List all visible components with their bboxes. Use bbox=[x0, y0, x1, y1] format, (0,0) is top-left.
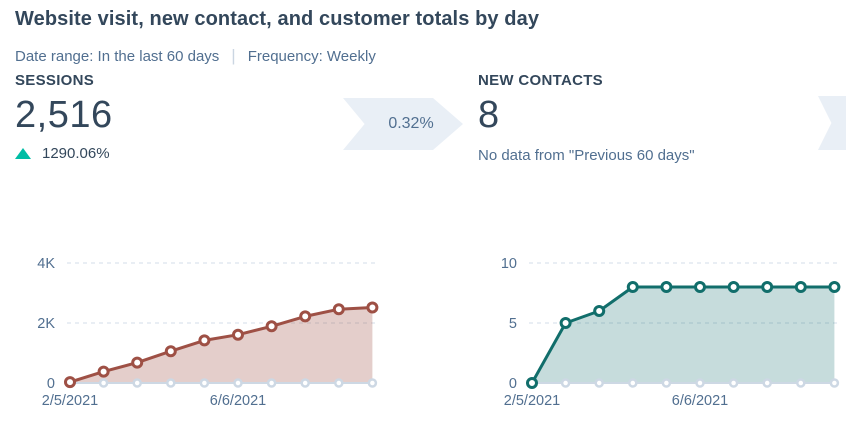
sessions-point[interactable] bbox=[299, 310, 312, 323]
previous-period-point[interactable] bbox=[661, 378, 672, 388]
new-contacts-point[interactable] bbox=[626, 281, 639, 293]
previous-period-point[interactable] bbox=[233, 378, 243, 388]
new-contacts-area bbox=[532, 287, 835, 383]
new-contacts-point[interactable] bbox=[660, 281, 673, 293]
previous-period-point[interactable] bbox=[829, 378, 840, 388]
sessions-point[interactable] bbox=[332, 303, 345, 316]
sessions-point[interactable] bbox=[164, 345, 177, 358]
date-range-label: Date range: In the last 60 days bbox=[15, 47, 220, 65]
new-contacts-note: No data from "Previous 60 days" bbox=[478, 147, 695, 164]
sessions-metric: SESSIONS 2,516 1290.06% bbox=[15, 72, 113, 162]
previous-period-point[interactable] bbox=[132, 378, 142, 388]
previous-period-point[interactable] bbox=[728, 378, 739, 388]
y-axis-tick-label: 2K bbox=[37, 316, 55, 332]
new-contacts-metric: NEW CONTACTS 8 No data from "Previous 60… bbox=[478, 72, 695, 164]
sessions-point[interactable] bbox=[97, 365, 110, 378]
previous-period-point[interactable] bbox=[594, 378, 604, 388]
conversion-arrow: 0.32% bbox=[343, 98, 463, 150]
sessions-delta-value: 1290.06% bbox=[42, 145, 110, 162]
previous-period-point[interactable] bbox=[762, 378, 772, 388]
previous-period-point[interactable] bbox=[199, 378, 210, 388]
sessions-area bbox=[70, 307, 373, 383]
previous-period-point[interactable] bbox=[628, 378, 638, 388]
conversion-arrow-partial bbox=[818, 96, 846, 150]
new-contacts-metric-label: NEW CONTACTS bbox=[478, 72, 603, 89]
new-contacts-point[interactable] bbox=[727, 281, 740, 293]
y-axis-tick-label: 4K bbox=[37, 256, 55, 272]
x-axis-tick-label: 6/6/2021 bbox=[672, 393, 728, 409]
new-contacts-point[interactable] bbox=[526, 377, 538, 389]
sessions-point[interactable] bbox=[232, 328, 244, 341]
delta-up-icon bbox=[15, 148, 31, 159]
y-axis-tick-label: 0 bbox=[509, 376, 517, 392]
previous-period-point[interactable] bbox=[166, 378, 176, 388]
new-contacts-point[interactable] bbox=[593, 305, 606, 317]
previous-period-point[interactable] bbox=[334, 378, 344, 388]
y-axis-tick-label: 10 bbox=[501, 256, 517, 272]
y-axis-tick-label: 0 bbox=[47, 376, 55, 392]
conversion-rate-value: 0.32% bbox=[388, 115, 434, 132]
sessions-chart: 0 2K 4K 2/5/2021 6/6/2021 bbox=[37, 256, 379, 409]
sessions-point[interactable] bbox=[64, 376, 76, 389]
previous-period-point[interactable] bbox=[560, 378, 571, 388]
previous-period-point[interactable] bbox=[796, 378, 806, 388]
sessions-point[interactable] bbox=[265, 320, 278, 333]
x-axis-tick-label: 2/5/2021 bbox=[42, 393, 98, 409]
sessions-metric-value: 2,516 bbox=[15, 94, 113, 136]
x-axis-tick-label: 6/6/2021 bbox=[210, 393, 266, 409]
previous-period-point[interactable] bbox=[300, 378, 310, 388]
sessions-point[interactable] bbox=[198, 334, 211, 347]
sessions-metric-label: SESSIONS bbox=[15, 72, 95, 89]
previous-period-point[interactable] bbox=[266, 378, 277, 388]
new-contacts-line bbox=[530, 285, 835, 384]
y-axis-tick-label: 5 bbox=[509, 316, 517, 332]
new-contacts-point[interactable] bbox=[761, 281, 774, 293]
new-contacts-metric-value: 8 bbox=[478, 94, 500, 136]
subtitle-divider: | bbox=[231, 46, 236, 65]
new-contacts-point[interactable] bbox=[559, 317, 572, 329]
sessions-delta: 1290.06% bbox=[15, 145, 113, 162]
x-axis-tick-label: 2/5/2021 bbox=[504, 393, 560, 409]
previous-period-point[interactable] bbox=[695, 378, 705, 388]
new-contacts-point[interactable] bbox=[828, 281, 841, 293]
sessions-point[interactable] bbox=[131, 356, 144, 369]
sessions-line bbox=[69, 306, 373, 384]
previous-period-point[interactable] bbox=[367, 378, 378, 388]
report-title[interactable]: Website visit, new contact, and customer… bbox=[15, 8, 540, 30]
new-contacts-chart: 0 5 10 2/5/2021 6/6/2021 bbox=[501, 256, 841, 409]
new-contacts-point[interactable] bbox=[694, 281, 706, 293]
sessions-point[interactable] bbox=[366, 301, 379, 314]
frequency-label: Frequency: Weekly bbox=[247, 47, 376, 65]
report-subtitle: Date range: In the last 60 days | Freque… bbox=[15, 46, 376, 66]
previous-period-point[interactable] bbox=[98, 378, 109, 388]
new-contacts-point[interactable] bbox=[794, 281, 807, 293]
